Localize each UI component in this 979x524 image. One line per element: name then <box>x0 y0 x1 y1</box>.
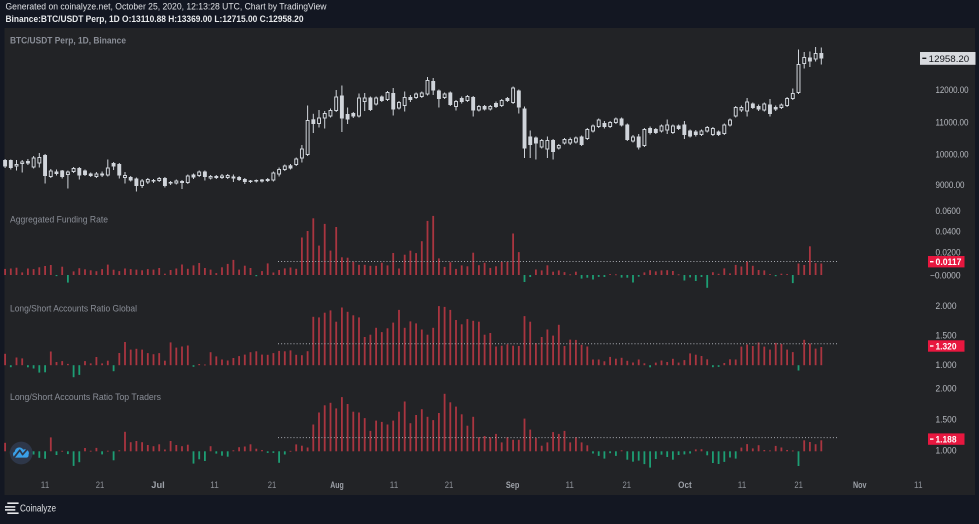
svg-text:11: 11 <box>565 480 574 491</box>
svg-text:2.000: 2.000 <box>936 301 957 311</box>
svg-text:Oct: Oct <box>678 480 692 491</box>
svg-text:0.0600: 0.0600 <box>936 206 961 216</box>
svg-text:Aggregated Funding Rate: Aggregated Funding Rate <box>10 214 108 225</box>
svg-text:12958.20: 12958.20 <box>929 54 970 65</box>
svg-text:Nov: Nov <box>853 480 867 491</box>
svg-text:Sep: Sep <box>506 480 520 491</box>
svg-text:Generated on coinalyze.net, Oc: Generated on coinalyze.net, October 25, … <box>6 2 327 13</box>
svg-text:21: 21 <box>268 480 277 491</box>
svg-text:Long/Short Accounts Ratio Top: Long/Short Accounts Ratio Top Traders <box>10 392 161 403</box>
svg-text:Long/Short Accounts Ratio Glob: Long/Short Accounts Ratio Global <box>10 304 137 315</box>
svg-text:−0.0000: −0.0000 <box>930 271 961 281</box>
svg-text:21: 21 <box>794 480 803 491</box>
svg-text:21: 21 <box>96 480 105 491</box>
svg-text:Coinalyze: Coinalyze <box>20 502 56 514</box>
svg-text:0.0117: 0.0117 <box>936 257 962 267</box>
svg-text:11: 11 <box>914 480 923 491</box>
svg-text:0.0200: 0.0200 <box>936 248 961 258</box>
svg-text:11: 11 <box>738 480 747 491</box>
svg-text:1.320: 1.320 <box>936 341 957 351</box>
svg-text:0.0400: 0.0400 <box>936 227 961 237</box>
svg-text:1.188: 1.188 <box>936 435 957 445</box>
svg-text:11: 11 <box>390 480 399 491</box>
svg-text:21: 21 <box>445 480 454 491</box>
svg-text:Binance:BTC/USDT Perp, 1D O:13: Binance:BTC/USDT Perp, 1D O:13110.88 H:1… <box>6 14 304 25</box>
svg-text:2.000: 2.000 <box>936 383 957 393</box>
svg-text:11000.00: 11000.00 <box>936 118 969 128</box>
svg-text:1.500: 1.500 <box>936 415 957 425</box>
svg-text:11: 11 <box>210 480 219 491</box>
svg-text:BTC/USDT Perp, 1D, Binance: BTC/USDT Perp, 1D, Binance <box>10 36 126 47</box>
svg-text:1.000: 1.000 <box>936 446 957 456</box>
svg-text:Aug: Aug <box>330 480 344 491</box>
svg-text:10000.00: 10000.00 <box>936 150 969 160</box>
svg-text:9000.00: 9000.00 <box>936 180 965 190</box>
svg-text:11: 11 <box>41 480 50 491</box>
svg-text:21: 21 <box>623 480 632 491</box>
svg-text:12000.00: 12000.00 <box>936 85 969 95</box>
svg-text:Jul: Jul <box>151 480 165 491</box>
svg-text:1.500: 1.500 <box>936 331 957 341</box>
svg-text:1.000: 1.000 <box>936 360 957 370</box>
